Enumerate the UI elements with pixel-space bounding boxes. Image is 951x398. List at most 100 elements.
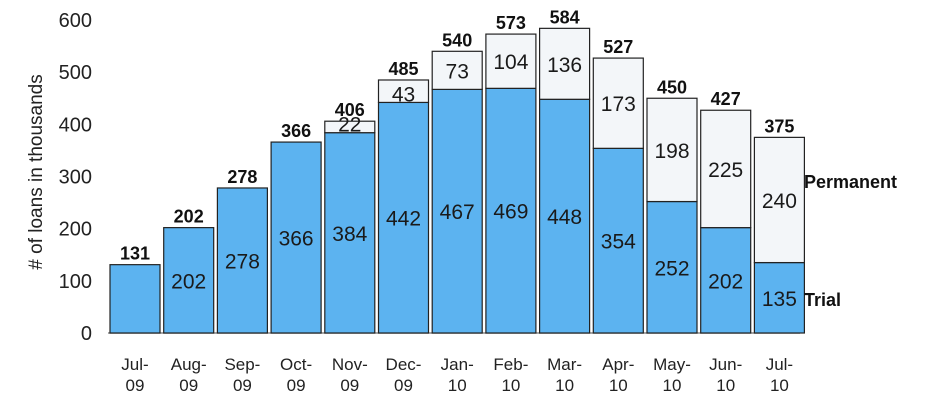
permanent-value-label: 225 <box>708 159 743 182</box>
bar-trial <box>646 200 698 334</box>
bar-trial <box>485 87 537 334</box>
total-value-label: 584 <box>550 7 580 27</box>
total-value-label: 450 <box>657 77 687 97</box>
x-tick-line2: 10 <box>609 376 628 395</box>
trial-value-label: 442 <box>386 208 421 231</box>
x-tick-label: Jan- 10 <box>441 355 474 395</box>
y-tick-label: 100 <box>59 271 92 293</box>
trial-value-label: 354 <box>601 231 636 254</box>
x-tick-line1: Nov- <box>332 355 368 374</box>
bar-group: 278 278 <box>216 167 268 334</box>
total-value-label: 131 <box>120 244 150 264</box>
bar-permanent <box>324 120 376 134</box>
x-tick-line1: Mar- <box>547 355 582 374</box>
permanent-value-label: 240 <box>762 190 797 213</box>
x-tick-line1: Oct- <box>280 355 312 374</box>
x-tick-line2: 10 <box>555 376 574 395</box>
total-value-label: 573 <box>496 13 526 33</box>
x-tick-line2: 09 <box>287 376 306 395</box>
bar-group: 354 173 527 <box>592 37 644 334</box>
bar-group: 252 198 450 <box>646 77 698 334</box>
bar-permanent <box>485 33 537 89</box>
x-tick-line2: 10 <box>770 376 789 395</box>
bar-trial <box>270 141 322 334</box>
bar-permanent <box>538 27 591 100</box>
permanent-value-label: 104 <box>493 51 528 74</box>
trial-value-label: 252 <box>654 257 689 280</box>
x-tick-label: Apr- 10 <box>602 355 634 395</box>
x-tick-line1: Jul- <box>766 355 793 374</box>
bar-group: 135 240 375 <box>753 116 806 334</box>
bar-permanent <box>592 57 644 149</box>
x-tick-line1: Feb- <box>493 355 528 374</box>
x-tick-line1: Dec- <box>386 355 422 374</box>
x-tick-line1: Apr- <box>602 355 634 374</box>
legend-trial: Trial <box>804 290 841 310</box>
bar-trial <box>324 132 376 334</box>
bar-trial <box>700 227 752 334</box>
bar-group: 467 73 540 <box>431 30 483 334</box>
y-tick-label: 400 <box>59 114 92 136</box>
x-tick-label: Dec- 09 <box>386 355 422 395</box>
x-tick-label: Sep- 09 <box>224 355 260 395</box>
x-tick-line2: 10 <box>448 376 467 395</box>
y-tick-label: 200 <box>59 219 92 241</box>
bar-permanent <box>646 97 698 203</box>
y-axis-ticks: 0 100 200 300 400 500 600 <box>59 10 92 345</box>
y-tick-label: 300 <box>59 167 92 189</box>
x-tick-line2: 10 <box>501 376 520 395</box>
x-tick-label: Jun- 10 <box>709 355 742 395</box>
x-tick-line2: 10 <box>716 376 735 395</box>
permanent-value-label: 22 <box>338 114 361 137</box>
trial-value-label: 202 <box>708 270 743 293</box>
x-tick-line2: 10 <box>663 376 682 395</box>
total-value-label: 202 <box>174 207 204 227</box>
bar-trial <box>216 187 268 334</box>
y-tick-label: 500 <box>59 62 92 84</box>
x-tick-line1: Sep- <box>224 355 260 374</box>
trial-value-label: 202 <box>171 270 206 293</box>
bar-permanent <box>431 50 483 90</box>
x-tick-line2: 09 <box>394 376 413 395</box>
permanent-value-label: 173 <box>601 93 636 116</box>
bar-trial <box>753 261 806 334</box>
y-tick-label: 0 <box>81 323 92 345</box>
x-tick-label: Jul- 09 <box>121 355 148 395</box>
permanent-value-label: 43 <box>392 83 415 106</box>
total-value-label: 527 <box>603 37 633 57</box>
permanent-value-label: 198 <box>654 140 689 163</box>
legend: Permanent Trial <box>804 172 897 310</box>
x-axis-ticks: Jul- 09 Aug- 09 Sep- 09 Oct- 09 Nov- 09 Dec- 09 Jan-… <box>121 355 793 395</box>
x-tick-line1: Jan- <box>441 355 474 374</box>
bar-trial <box>109 264 161 334</box>
trial-value-label: 278 <box>225 250 260 273</box>
y-axis-label: # of loans in thousands <box>26 74 47 269</box>
x-tick-line2: 09 <box>340 376 359 395</box>
trial-value-label: 366 <box>279 228 314 251</box>
legend-permanent: Permanent <box>804 172 897 192</box>
x-tick-label: Aug- 09 <box>171 355 207 395</box>
total-value-label: 366 <box>281 121 311 141</box>
x-tick-line2: 09 <box>179 376 198 395</box>
x-tick-label: May- 10 <box>653 355 691 395</box>
bar-trial <box>377 101 430 334</box>
bar-trial <box>431 88 483 334</box>
bar-group: 442 43 485 <box>377 59 430 334</box>
bar-trial <box>163 227 215 334</box>
permanent-value-label: 73 <box>446 60 469 83</box>
x-tick-line2: 09 <box>233 376 252 395</box>
bar-group: 469 104 573 <box>485 13 537 334</box>
x-tick-label: Jul- 10 <box>766 355 793 395</box>
bar-group: 202 225 427 <box>700 89 752 334</box>
bar-trial <box>592 147 644 334</box>
x-tick-line1: Jun- <box>709 355 742 374</box>
bar-group: 448 136 584 <box>538 7 591 334</box>
bar-permanent <box>753 136 806 264</box>
total-value-label: 406 <box>335 100 365 120</box>
bar-trial <box>538 98 591 334</box>
trial-value-label: 467 <box>440 201 475 224</box>
x-tick-label: Mar- 10 <box>547 355 582 395</box>
y-tick-label: 600 <box>59 10 92 32</box>
